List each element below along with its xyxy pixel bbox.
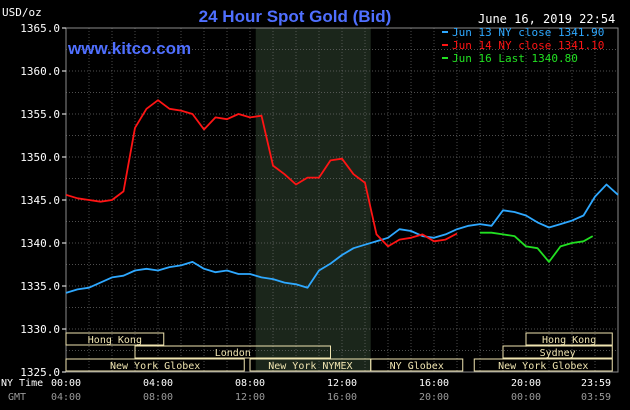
session-label: London [215,348,251,359]
chart-title: 24 Hour Spot Gold (Bid) [199,7,392,26]
x-axis-ticks: 00:00 04:00 04:00 08:00 08:00 12:00 12:00 16:00… [51,378,611,403]
x-tick-label-ny: 12:00 [327,378,357,389]
legend-label-jun13: Jun 13 NY close 1341.90 [452,26,604,39]
session-box [65,332,165,346]
watermark: www.kitco.com [67,39,191,58]
x-tick-label-gmt: 16:00 [327,392,357,403]
series-layer [65,99,619,294]
legend-item-jun14: Jun 14 NY close 1341.10 [442,39,604,52]
y-tick-label: 1350.0 [20,151,60,164]
legend-label-jun14: Jun 14 NY close 1341.10 [452,39,604,52]
gmt-row-label: GMT [8,392,26,403]
x-tick-label-ny: 20:00 [511,378,541,389]
x-tick-label-gmt: 12:00 [235,392,265,403]
session-label: Hong Kong [542,335,596,346]
session-box [502,345,613,359]
session-label: New York Globex [110,361,200,372]
x-tick-label-gmt: 03:59 [581,392,611,403]
x-tick-label-gmt: 00:00 [511,392,541,403]
session-box [473,358,613,372]
legend-label-jun16: Jun 16 Last 1340.80 [452,52,578,65]
trading-sessions: Hong Kong Hong Kong London Sydney New York G… [65,332,613,372]
x-tick-label-ny: 00:00 [51,378,81,389]
y-tick-label: 1355.0 [20,108,60,121]
series-line-0 [65,183,619,294]
legend-item-jun16: Jun 16 Last 1340.80 [442,52,578,65]
session-label: New York Globex [498,361,588,372]
session-label: Sydney [540,348,576,359]
series-line-2 [480,231,594,263]
y-tick-label: 1365.0 [20,22,60,35]
x-tick-label-gmt: 08:00 [143,392,173,403]
session-label: New York NYMEX [268,361,352,372]
y-tick-label: 1340.0 [20,237,60,250]
x-tick-label-ny: 08:00 [235,378,265,389]
session-box [134,345,331,359]
x-tick-label-ny: 16:00 [419,378,449,389]
x-tick-label-ny: 23:59 [581,378,611,389]
session-box [525,332,613,346]
session-label: Hong Kong [88,335,142,346]
y-tick-label: 1330.0 [20,323,60,336]
y-tick-label: 1345.0 [20,194,60,207]
session-box [370,358,464,372]
ny-time-row-label: NY Time [1,378,43,389]
series-line-1 [65,99,458,248]
session-label: NY Globex [390,361,444,372]
x-tick-label-ny: 04:00 [143,378,173,389]
timestamp: June 16, 2019 22:54 [478,12,615,26]
legend: Jun 13 NY close 1341.90 Jun 14 NY close … [442,26,604,65]
y-tick-label: 1335.0 [20,280,60,293]
y-axis-label: USD/oz [2,6,42,19]
legend-item-jun13: Jun 13 NY close 1341.90 [442,26,604,39]
session-box [65,358,245,372]
grid-lines [65,27,619,373]
y-tick-label: 1325.0 [20,366,60,379]
y-axis-ticks: 1325.0 1330.0 1335.0 1340.0 1345.0 1350.0 1355… [20,22,66,379]
x-tick-label-gmt: 04:00 [51,392,81,403]
x-tick-label-gmt: 20:00 [419,392,449,403]
y-tick-label: 1360.0 [20,65,60,78]
